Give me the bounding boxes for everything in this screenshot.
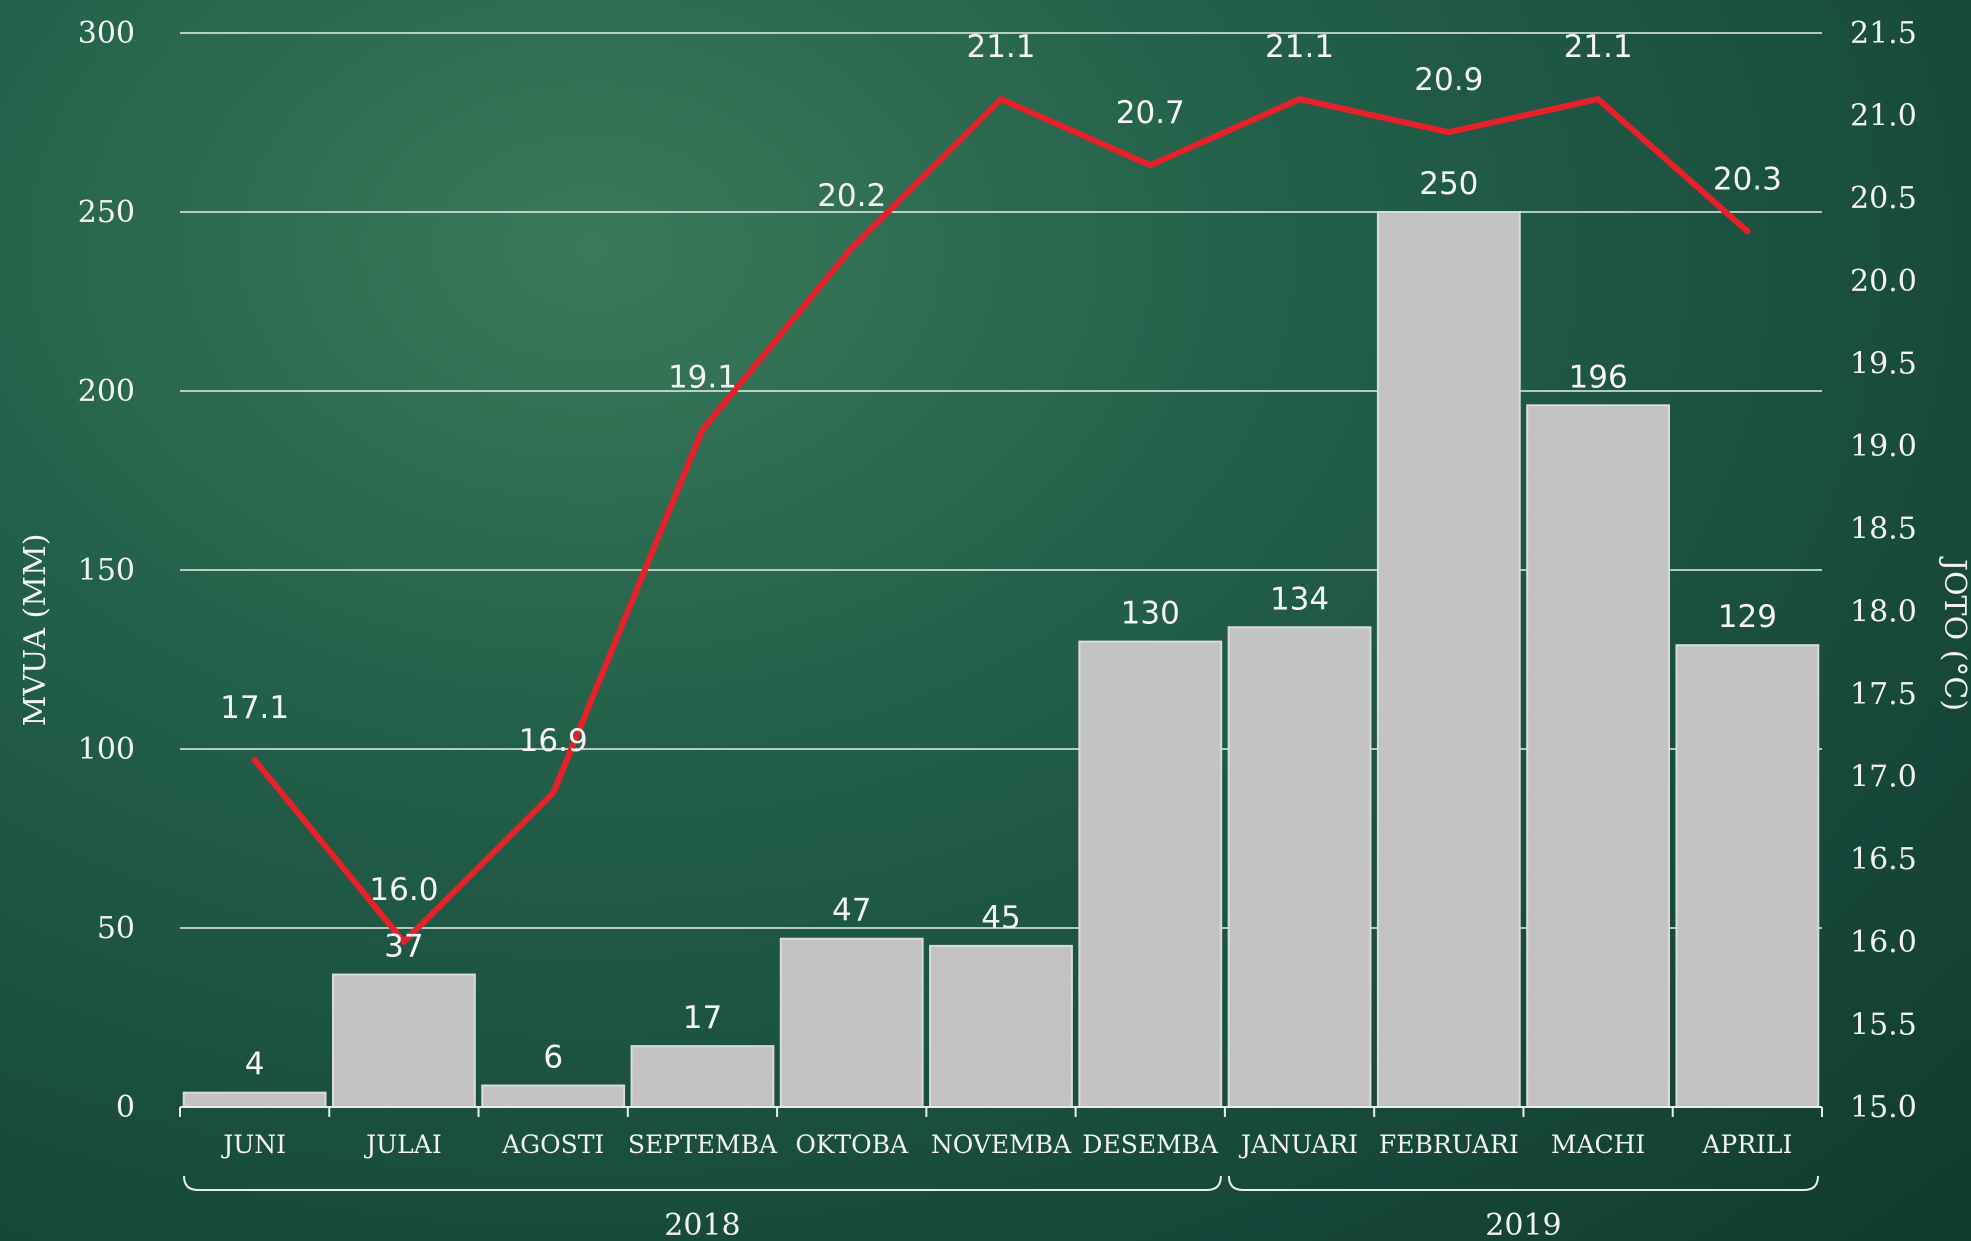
year-bracket [1227,1175,1819,1191]
y-right-tick-label: 20.5 [1850,181,1917,216]
axes: 0 50 100 150 200 250 300 15.0 15.5 16.0 16.5 17.0 17… [78,16,1917,1241]
bars [182,211,1820,1109]
rainfall-bar [332,973,476,1108]
y-right-tick-label: 17.0 [1850,760,1917,795]
x-category-label: OKTOBA [795,1130,909,1159]
rainfall-value-label: 4 [245,1047,265,1083]
rainfall-value-label: 6 [543,1040,563,1076]
data-labels: 4 37 6 17 47 45 130 134 250 196 129 17.1 16.0 16.9 19.… [220,29,1782,1083]
temperature-value-label: 21.1 [1564,29,1633,65]
rainfall-bar [630,1045,775,1109]
y-right-tick-label: 15.5 [1850,1007,1917,1042]
y-right-tick-label: 19.5 [1850,346,1917,381]
rainfall-bar [1376,211,1521,1108]
x-category-label: DESEMBA [1082,1130,1219,1159]
y-left-tick-label: 100 [78,732,135,767]
x-category-label: JANUARI [1238,1130,1358,1159]
x-category-label: NOVEMBA [931,1130,1072,1159]
x-category-label: SEPTEMBA [628,1130,778,1159]
temperature-line [251,96,1751,945]
y-left-tick-label: 200 [78,374,135,409]
temperature-point [251,757,258,764]
temperature-value-label: 20.9 [1414,62,1483,98]
temperature-value-label: 17.1 [220,690,289,726]
y-axis-left-label: MVUA (MM) [18,534,53,727]
temperature-point [1296,96,1303,103]
temperature-point [400,938,407,945]
y-right-tick-label: 18.0 [1850,594,1917,629]
year-label: 2018 [664,1208,740,1241]
y-right-tick-label: 16.5 [1850,842,1917,877]
rainfall-value-label: 47 [832,893,871,929]
y-right-tick-label: 19.0 [1850,429,1917,464]
y-right-tick-label: 18.5 [1850,512,1917,547]
x-category-label: MACHI [1551,1130,1645,1159]
x-category-label: APRILI [1701,1130,1792,1159]
y-right-tick-label: 21.5 [1850,16,1917,51]
temperature-value-label: 20.3 [1713,161,1782,197]
temperature-point [1595,96,1602,103]
temperature-value-label: 20.2 [817,178,886,214]
temperature-value-label: 16.0 [369,872,438,908]
rainfall-value-label: 196 [1569,359,1628,395]
temperature-value-label: 16.9 [519,723,588,759]
rainfall-bar [182,1091,327,1109]
year-bracket [183,1175,1222,1191]
rainfall-bar [1078,640,1223,1108]
y-right-tick-label: 17.5 [1850,677,1917,712]
rainfall-bar [1675,644,1820,1108]
rainfall-bar [929,944,1073,1109]
temperature-point [550,790,557,797]
temperature-point [1744,228,1751,235]
gridlines [180,32,1822,1108]
y-right-tick-label: 21.0 [1850,99,1917,134]
y-left-tick-label: 250 [78,195,135,230]
y-right-tick-label: 15.0 [1850,1090,1917,1125]
y-right-tick-label: 20.0 [1850,264,1917,299]
temperature-value-label: 20.7 [1116,95,1185,131]
x-category-label: JULAI [363,1130,442,1159]
temperature-point [848,244,855,251]
rainfall-bar [779,937,924,1108]
y-left-tick-label: 300 [78,16,135,51]
rainfall-bar [1227,626,1372,1109]
rainfall-value-label: 250 [1419,166,1478,202]
temperature-point [998,96,1004,103]
y-left-tick-label: 50 [97,911,135,946]
y-left-tick-label: 0 [116,1090,135,1125]
rainfall-bar [1526,404,1670,1108]
y-right-tick-label: 16.0 [1850,925,1917,960]
temperature-value-label: 19.1 [668,360,737,396]
rainfall-value-label: 134 [1270,581,1329,617]
temperature-value-label: 21.1 [966,29,1035,65]
rainfall-bar [481,1084,626,1109]
temperature-point [1445,129,1452,136]
year-label: 2019 [1485,1208,1561,1241]
rainfall-value-label: 45 [981,900,1020,936]
rainfall-value-label: 37 [384,929,423,965]
temperature-value-label: 21.1 [1265,29,1334,65]
x-category-label: FEBRUARI [1379,1130,1519,1159]
temperature-point [1147,162,1154,169]
x-category-label: AGOSTI [501,1130,604,1159]
rainfall-value-label: 17 [683,1000,722,1036]
y-left-tick-label: 150 [78,553,135,588]
rainfall-value-label: 129 [1718,599,1777,635]
temperature-series [251,96,1751,945]
y-axis-right-label: JOTO (°C) [1937,556,1971,711]
temperature-point [699,426,706,433]
x-category-label: JUNI [220,1130,286,1159]
rainfall-value-label: 130 [1121,596,1180,632]
